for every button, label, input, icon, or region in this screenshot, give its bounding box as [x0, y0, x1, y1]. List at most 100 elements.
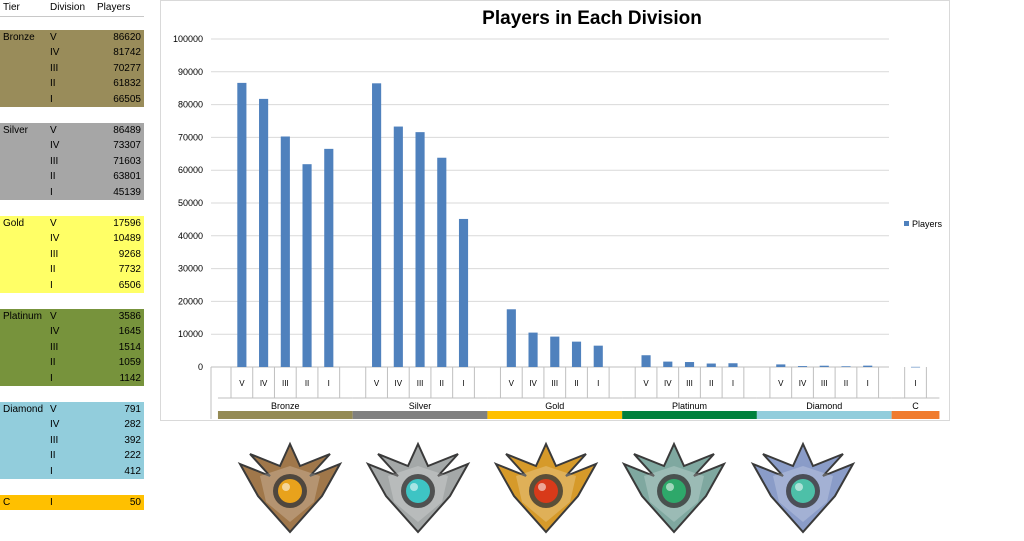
- group-color-strip: [217, 411, 353, 419]
- chart-title: Players in Each Division: [482, 8, 702, 29]
- y-tick-label: 100000: [173, 34, 203, 44]
- table-row: II 222: [0, 448, 144, 464]
- table-row: I 6506: [0, 277, 144, 293]
- division-cell: V: [50, 31, 57, 43]
- table-row: III 71603: [0, 153, 144, 169]
- data-bar: [728, 363, 738, 367]
- y-tick-label: 10000: [178, 329, 203, 339]
- players-cell: 222: [124, 450, 141, 461]
- y-tick-label: 90000: [178, 67, 203, 77]
- y-tick-label: 40000: [178, 231, 203, 241]
- division-cell: I: [50, 372, 53, 384]
- data-bar: [437, 157, 447, 367]
- data-bar: [237, 82, 247, 367]
- y-tick-label: 0: [198, 362, 203, 372]
- x-tick-label: II: [844, 379, 848, 388]
- diamond-badge-icon: [743, 436, 863, 541]
- data-bar: [641, 355, 651, 367]
- division-cell: I: [50, 93, 53, 105]
- division-cell: IV: [50, 47, 60, 58]
- data-bar: [819, 365, 829, 367]
- table-row: II 61832: [0, 76, 144, 92]
- data-bar: [324, 148, 334, 367]
- players-cell: 392: [124, 434, 141, 446]
- division-cell: II: [50, 78, 56, 89]
- players-cell: 412: [124, 465, 141, 477]
- table-row: I 66505: [0, 91, 144, 107]
- x-tick-label: I: [462, 379, 464, 388]
- division-cell: II: [50, 264, 56, 275]
- division-cell: V: [50, 403, 57, 415]
- division-cell: II: [50, 450, 56, 461]
- data-bar: [797, 366, 808, 367]
- table-row: I 412: [0, 463, 144, 479]
- data-bar: [372, 83, 382, 368]
- group-label: Silver: [409, 401, 432, 411]
- table-row: Silver V 86489: [0, 122, 144, 138]
- x-tick-label: I: [732, 379, 734, 388]
- division-cell: V: [50, 124, 57, 136]
- group-color-strip: [352, 411, 488, 419]
- players-cell: 66505: [113, 93, 141, 105]
- tier-cell: Bronze: [3, 31, 35, 43]
- data-bar: [550, 336, 560, 367]
- division-cell: II: [50, 357, 56, 368]
- group-label: Gold: [545, 401, 564, 411]
- players-cell: 61832: [113, 78, 141, 89]
- x-tick-label: III: [417, 379, 424, 388]
- data-bar: [706, 363, 716, 367]
- table-row: I 45139: [0, 184, 144, 200]
- players-cell: 50: [129, 496, 141, 508]
- y-tick-label: 50000: [178, 198, 203, 208]
- table-row: III 1514: [0, 339, 144, 355]
- players-cell: 1059: [118, 357, 141, 368]
- table-row: III 392: [0, 432, 144, 448]
- tier-cell: C: [3, 496, 11, 508]
- data-bar: [663, 361, 673, 367]
- players-cell: 45139: [113, 186, 141, 198]
- players-cell: 9268: [118, 248, 141, 260]
- table-row: IV 282: [0, 417, 144, 433]
- x-tick-label: III: [821, 379, 828, 388]
- group-label: C: [912, 401, 919, 411]
- players-cell: 6506: [118, 279, 141, 291]
- x-tick-label: III: [282, 379, 289, 388]
- x-tick-label: III: [686, 379, 693, 388]
- group-label: Diamond: [806, 401, 842, 411]
- x-tick-label: IV: [799, 379, 807, 388]
- data-bar: [593, 345, 603, 367]
- data-bar: [458, 218, 469, 367]
- table-row: IV 10489: [0, 231, 144, 247]
- chart-area: Players in Each Division 0 10000 20000 30000…: [160, 0, 950, 421]
- division-cell: I: [50, 465, 53, 477]
- division-cell: III: [50, 341, 59, 353]
- x-tick-label: III: [551, 379, 558, 388]
- players-cell: 70277: [113, 62, 141, 74]
- data-bar: [415, 132, 425, 367]
- data-table: Tier Division Players Bronze V 86620 IV 81742 II…: [0, 0, 146, 510]
- players-cell: 71603: [113, 155, 141, 167]
- x-tick-label: IV: [260, 379, 268, 388]
- data-bar: [684, 362, 695, 367]
- players-cell: 86620: [113, 31, 141, 43]
- x-tick-label: V: [374, 379, 380, 388]
- x-tick-label: IV: [529, 379, 537, 388]
- players-cell: 3586: [118, 310, 141, 322]
- data-bar: [571, 341, 582, 367]
- data-bar: [259, 98, 269, 368]
- table-row: II 63801: [0, 169, 144, 185]
- legend-swatch: [904, 221, 909, 226]
- players-cell: 17596: [113, 217, 141, 229]
- division-cell: I: [50, 186, 53, 198]
- x-tick-label: I: [597, 379, 599, 388]
- data-bar: [863, 365, 873, 367]
- players-cell: 1645: [118, 326, 141, 337]
- players-cell: 10489: [113, 233, 141, 244]
- division-cell: I: [50, 279, 53, 291]
- y-tick-label: 60000: [178, 165, 203, 175]
- data-bar: [393, 126, 403, 367]
- x-tick-label: II: [574, 379, 578, 388]
- data-bar: [280, 136, 290, 367]
- division-cell: III: [50, 434, 59, 446]
- legend-label: Players: [912, 219, 943, 229]
